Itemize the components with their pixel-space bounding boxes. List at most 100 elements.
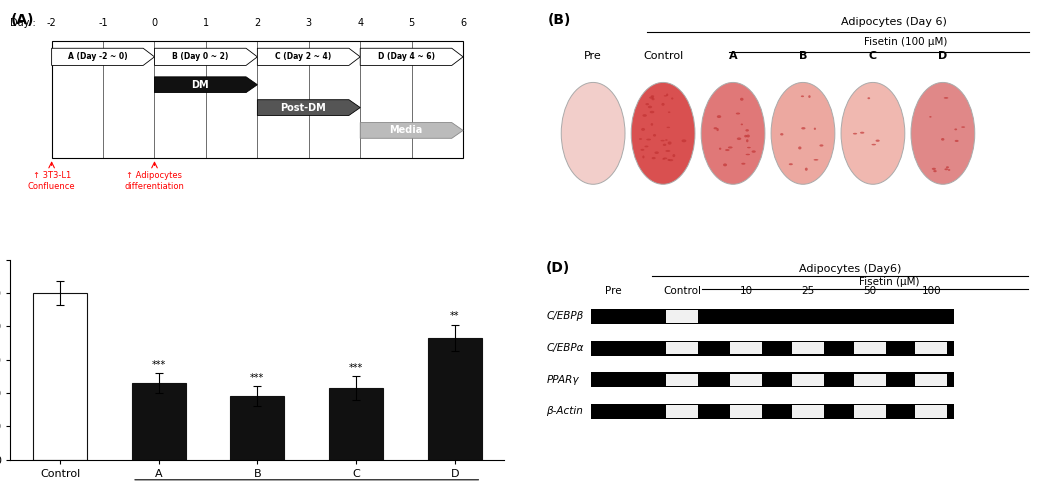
Ellipse shape	[801, 95, 804, 97]
Ellipse shape	[717, 128, 719, 131]
Text: Fisetin (100 μM): Fisetin (100 μM)	[865, 37, 947, 47]
Ellipse shape	[648, 106, 652, 108]
Ellipse shape	[728, 146, 733, 149]
Ellipse shape	[681, 139, 686, 142]
Ellipse shape	[717, 115, 721, 118]
Text: ***: ***	[349, 363, 364, 373]
Text: 5: 5	[409, 18, 415, 28]
Text: ***: ***	[152, 360, 166, 370]
Ellipse shape	[780, 133, 784, 136]
Text: Pre: Pre	[584, 51, 602, 60]
Text: 1: 1	[203, 18, 209, 28]
Ellipse shape	[652, 98, 655, 100]
Bar	[591, 372, 954, 387]
Ellipse shape	[662, 158, 664, 160]
Ellipse shape	[946, 166, 949, 168]
Ellipse shape	[662, 144, 667, 146]
Text: Media: Media	[390, 125, 422, 136]
Text: B (Day 0 ~ 2): B (Day 0 ~ 2)	[172, 52, 228, 61]
Ellipse shape	[668, 141, 672, 145]
Text: D (Day 4 ~ 6): D (Day 4 ~ 6)	[377, 52, 435, 61]
Ellipse shape	[955, 128, 957, 130]
Text: C: C	[869, 51, 877, 60]
Bar	[231, 396, 284, 460]
Polygon shape	[154, 77, 258, 92]
Polygon shape	[361, 48, 463, 65]
Polygon shape	[258, 100, 361, 115]
Text: (A): (A)	[10, 13, 34, 27]
Text: ↑ Adipocytes
differentiation: ↑ Adipocytes differentiation	[125, 171, 184, 191]
Text: Day :: Day :	[10, 18, 40, 28]
Bar	[853, 342, 886, 354]
Text: 10: 10	[740, 286, 752, 296]
Ellipse shape	[665, 139, 668, 141]
Ellipse shape	[911, 82, 975, 184]
Polygon shape	[51, 48, 154, 65]
Text: PPARγ: PPARγ	[546, 375, 578, 385]
Text: Adipocytes (Day 6): Adipocytes (Day 6)	[840, 17, 946, 28]
Ellipse shape	[668, 111, 671, 113]
Ellipse shape	[653, 134, 656, 136]
Text: 4: 4	[357, 18, 364, 28]
Ellipse shape	[701, 82, 765, 184]
Text: C (Day 2 ~ 4): C (Day 2 ~ 4)	[275, 52, 331, 61]
Ellipse shape	[930, 116, 932, 118]
Text: A: A	[728, 51, 738, 60]
Bar	[665, 374, 698, 386]
Ellipse shape	[651, 95, 654, 97]
Bar	[665, 342, 698, 354]
Bar	[132, 383, 185, 460]
Ellipse shape	[745, 129, 749, 132]
Ellipse shape	[746, 135, 750, 137]
Bar	[665, 405, 698, 418]
Ellipse shape	[805, 167, 808, 171]
Bar	[591, 404, 954, 419]
Ellipse shape	[741, 163, 745, 165]
Ellipse shape	[944, 97, 948, 99]
Ellipse shape	[640, 149, 645, 151]
Ellipse shape	[661, 103, 664, 106]
Ellipse shape	[961, 126, 965, 128]
Ellipse shape	[660, 140, 664, 141]
Ellipse shape	[872, 144, 876, 145]
Ellipse shape	[652, 157, 656, 159]
Text: Adipocytes (Day6): Adipocytes (Day6)	[799, 264, 901, 274]
Ellipse shape	[645, 146, 649, 148]
Bar	[730, 342, 762, 354]
Text: (B): (B)	[548, 14, 571, 27]
Bar	[591, 341, 954, 356]
Ellipse shape	[813, 159, 818, 161]
Ellipse shape	[663, 157, 668, 159]
Text: 6: 6	[460, 18, 466, 28]
Ellipse shape	[853, 133, 857, 135]
Ellipse shape	[808, 95, 811, 98]
Ellipse shape	[642, 155, 645, 158]
Ellipse shape	[639, 138, 642, 140]
Ellipse shape	[642, 114, 647, 117]
Bar	[730, 374, 762, 386]
Ellipse shape	[646, 103, 649, 106]
Ellipse shape	[671, 97, 674, 100]
Ellipse shape	[947, 169, 951, 171]
Text: 100: 100	[921, 286, 941, 296]
Ellipse shape	[663, 95, 667, 97]
Ellipse shape	[771, 82, 835, 184]
Text: 3: 3	[306, 18, 312, 28]
Ellipse shape	[673, 154, 675, 157]
Text: 50: 50	[864, 286, 876, 296]
Ellipse shape	[932, 168, 936, 170]
Ellipse shape	[745, 154, 750, 155]
Ellipse shape	[736, 113, 740, 115]
Ellipse shape	[650, 111, 654, 113]
Text: -2: -2	[47, 18, 57, 28]
Ellipse shape	[562, 82, 625, 184]
Ellipse shape	[654, 151, 659, 154]
Bar	[792, 374, 824, 386]
Ellipse shape	[741, 123, 743, 125]
Bar	[853, 374, 886, 386]
Ellipse shape	[941, 138, 944, 141]
Ellipse shape	[802, 127, 806, 130]
Ellipse shape	[799, 147, 802, 150]
Text: β-Actin: β-Actin	[546, 407, 583, 416]
Text: C/EBPβ: C/EBPβ	[546, 311, 584, 321]
